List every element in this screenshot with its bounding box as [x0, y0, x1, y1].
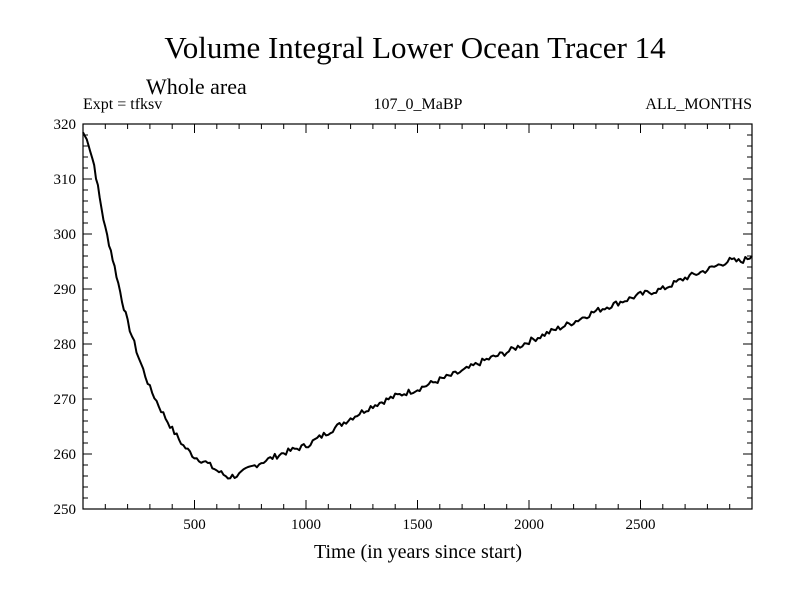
data-series-line — [82, 131, 753, 480]
x-tick-label: 500 — [183, 517, 206, 533]
period-label: 107_0_MaBP — [374, 96, 463, 113]
chart-subtitle: Whole area — [146, 74, 247, 99]
x-tick-label: 1500 — [403, 517, 433, 533]
y-tick-label: 250 — [54, 502, 77, 518]
y-tick-label: 300 — [54, 227, 77, 243]
y-axis: 250 260 270 280 290 300 310 320 — [54, 117, 752, 518]
x-tick-label: 1000 — [291, 517, 321, 533]
y-tick-label: 320 — [54, 117, 77, 133]
y-tick-label: 260 — [54, 447, 77, 463]
y-tick-label: 270 — [54, 392, 77, 408]
chart-title: Volume Integral Lower Ocean Tracer 14 — [164, 30, 666, 65]
experiment-label: Expt = tfksv — [83, 96, 162, 113]
y-tick-label: 290 — [54, 282, 77, 298]
y-tick-label: 310 — [54, 172, 77, 188]
plot-frame — [82, 123, 753, 510]
x-tick-label: 2000 — [514, 517, 544, 533]
y-tick-label: 280 — [54, 337, 77, 353]
x-tick-label: 2500 — [626, 517, 656, 533]
x-axis-label: Time (in years since start) — [314, 541, 522, 563]
months-label: ALL_MONTHS — [645, 96, 752, 113]
x-axis: 500 1000 1500 2000 2500 — [104, 124, 731, 533]
